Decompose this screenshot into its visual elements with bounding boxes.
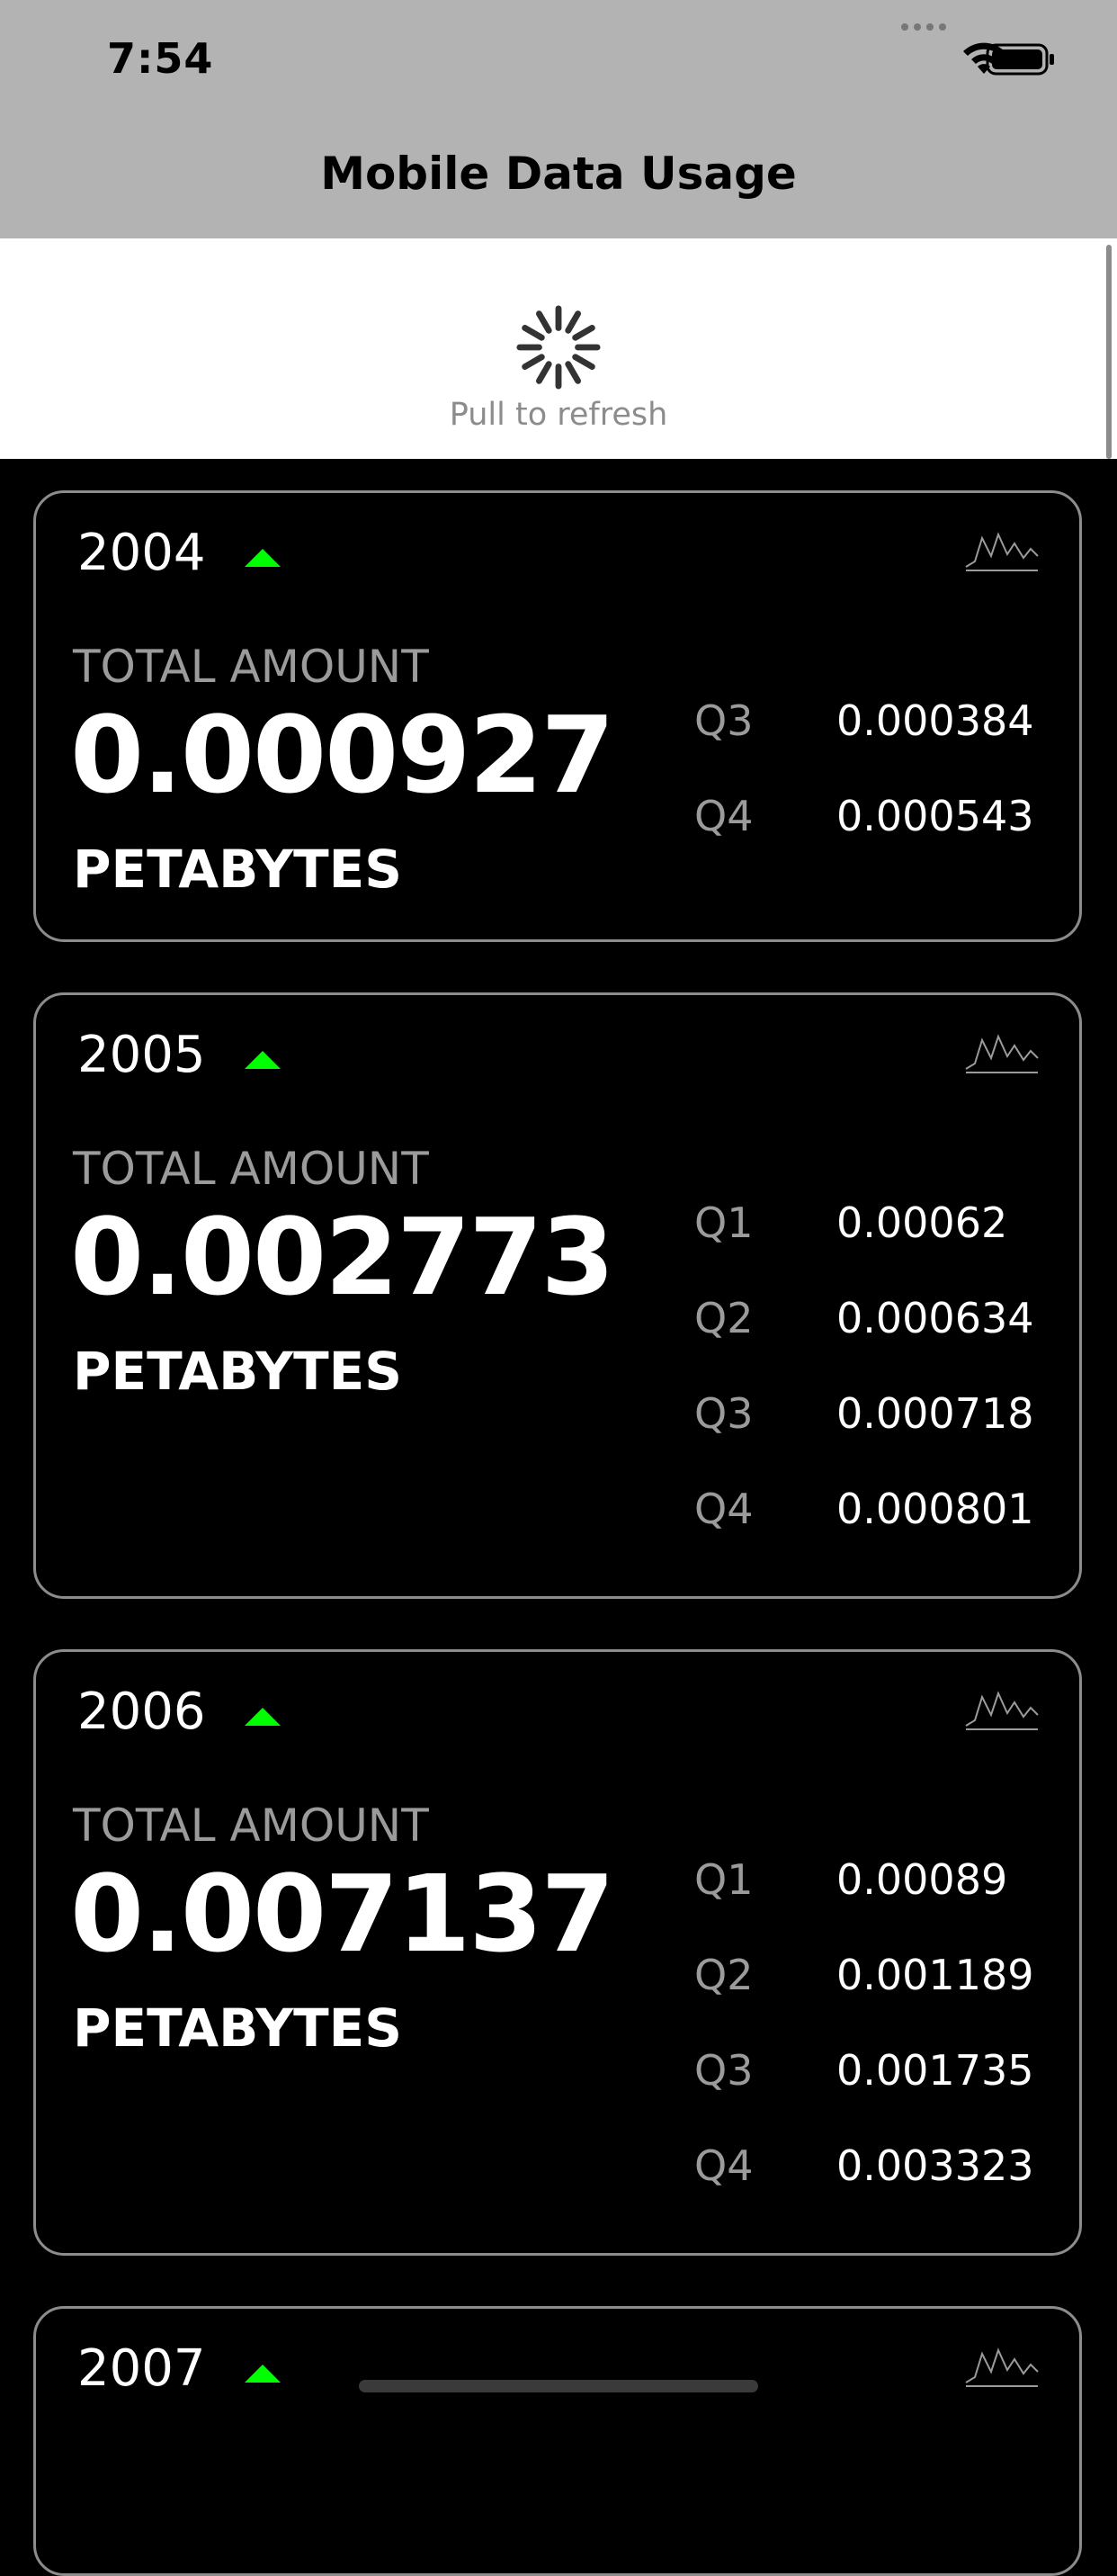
loading-spinner-icon	[516, 305, 601, 390]
quarter-label: Q4	[694, 2141, 754, 2190]
battery-icon	[986, 43, 1054, 76]
trend-up-icon	[245, 1708, 281, 1726]
navigation-bar: Mobile Data Usage	[0, 126, 1117, 238]
quarter-value: 0.000718	[836, 1389, 1034, 1438]
card-year: 2005	[77, 1026, 206, 1084]
quarter-label: Q1	[694, 1855, 754, 1904]
quarter-label: Q3	[694, 1389, 754, 1438]
year-card[interactable]: 2005 TOTAL AMOUNT 0.002773 PETABYTES Q1 …	[33, 992, 1082, 1599]
unit-label: PETABYTES	[73, 1341, 403, 1402]
pull-to-refresh[interactable]: Pull to refresh	[0, 238, 1117, 459]
year-card[interactable]: 2004 TOTAL AMOUNT 0.000927 PETABYTES Q3 …	[33, 490, 1082, 942]
total-amount-label: TOTAL AMOUNT	[73, 641, 429, 693]
quarter-value: 0.000543	[836, 792, 1034, 840]
quarter-row: Q1 0.00089	[694, 1855, 1072, 1951]
home-indicator[interactable]	[359, 2380, 758, 2392]
status-bar: 7:54	[0, 0, 1117, 126]
page-title: Mobile Data Usage	[320, 148, 797, 200]
quarter-row: Q4 0.003323	[694, 2141, 1072, 2237]
quarter-label: Q4	[694, 792, 754, 840]
quarter-row: Q4 0.000543	[694, 792, 1072, 887]
cellular-signal-icon	[901, 23, 946, 31]
pull-to-refresh-label: Pull to refresh	[449, 397, 668, 433]
quarter-list: Q1 0.00062 Q2 0.000634 Q3 0.000718 Q4 0.…	[694, 1198, 1072, 1580]
unit-label: PETABYTES	[73, 839, 403, 900]
chart-icon[interactable]	[964, 1028, 1040, 1076]
status-time: 7:54	[107, 34, 214, 83]
quarter-list: Q1 0.00089 Q2 0.001189 Q3 0.001735 Q4 0.…	[694, 1855, 1072, 2237]
quarter-value: 0.003323	[836, 2141, 1034, 2190]
quarter-value: 0.00089	[836, 1855, 1008, 1904]
total-amount-value: 0.000927	[70, 693, 615, 817]
quarter-row: Q3 0.000384	[694, 696, 1072, 792]
quarter-value: 0.00062	[836, 1198, 1008, 1247]
quarter-value: 0.000634	[836, 1294, 1034, 1342]
unit-label: PETABYTES	[73, 1997, 403, 2059]
quarter-row: Q1 0.00062	[694, 1198, 1072, 1294]
scroll-indicator	[1106, 245, 1112, 459]
quarter-row: Q4 0.000801	[694, 1485, 1072, 1580]
quarter-value: 0.001189	[836, 1951, 1034, 1999]
total-amount-label: TOTAL AMOUNT	[73, 1800, 429, 1852]
card-year: 2004	[77, 524, 206, 582]
quarter-label: Q2	[694, 1951, 754, 1999]
quarter-row: Q2 0.000634	[694, 1294, 1072, 1389]
trend-up-icon	[245, 2365, 281, 2383]
quarter-label: Q2	[694, 1294, 754, 1342]
quarter-label: Q4	[694, 1485, 754, 1533]
trend-up-icon	[245, 549, 281, 567]
chart-icon[interactable]	[964, 2341, 1040, 2390]
total-amount-value: 0.007137	[70, 1852, 615, 1976]
quarter-label: Q3	[694, 2046, 754, 2095]
chart-icon[interactable]	[964, 525, 1040, 574]
trend-up-icon	[245, 1051, 281, 1069]
quarter-row: Q2 0.001189	[694, 1951, 1072, 2046]
year-card[interactable]: 2006 TOTAL AMOUNT 0.007137 PETABYTES Q1 …	[33, 1649, 1082, 2256]
quarter-list: Q3 0.000384 Q4 0.000543	[694, 696, 1072, 887]
quarter-label: Q1	[694, 1198, 754, 1247]
quarter-row: Q3 0.001735	[694, 2046, 1072, 2141]
card-year: 2006	[77, 1683, 206, 1741]
chart-icon[interactable]	[964, 1684, 1040, 1733]
year-card[interactable]: 2007	[33, 2306, 1082, 2576]
quarter-value: 0.001735	[836, 2046, 1034, 2095]
quarter-value: 0.000801	[836, 1485, 1034, 1533]
quarter-label: Q3	[694, 696, 754, 745]
card-year: 2007	[77, 2339, 206, 2398]
quarter-value: 0.000384	[836, 696, 1034, 745]
total-amount-value: 0.002773	[70, 1195, 615, 1319]
quarter-row: Q3 0.000718	[694, 1389, 1072, 1485]
total-amount-label: TOTAL AMOUNT	[73, 1143, 429, 1195]
